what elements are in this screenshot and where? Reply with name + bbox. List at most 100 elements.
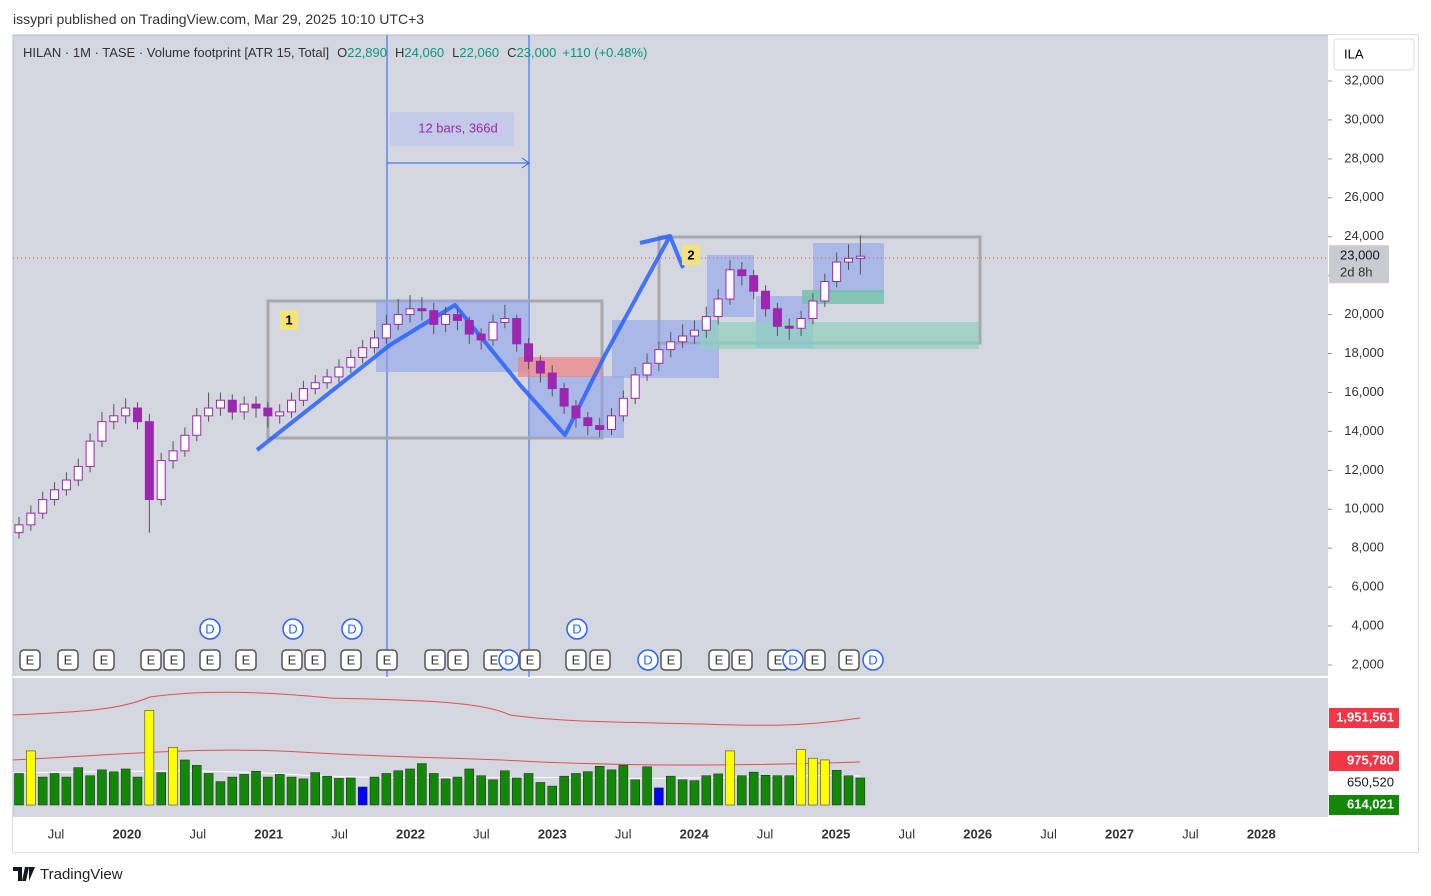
earnings-label: E bbox=[526, 652, 535, 667]
candle-body bbox=[429, 310, 439, 325]
time-tick-label: 2026 bbox=[963, 826, 992, 841]
currency-box[interactable] bbox=[1333, 38, 1415, 71]
legend-change: +110 (+0.48%) bbox=[562, 45, 647, 60]
earnings-marker bbox=[235, 649, 257, 671]
volume-bar bbox=[310, 772, 320, 806]
time-tick-label: 2027 bbox=[1105, 826, 1134, 841]
volume-bar bbox=[26, 750, 36, 806]
volume-bar bbox=[132, 776, 143, 806]
volume-bar bbox=[808, 757, 818, 806]
range-label-bg bbox=[390, 112, 514, 146]
volume-bar bbox=[511, 777, 522, 806]
candle-body bbox=[322, 376, 332, 384]
candle-body bbox=[583, 417, 593, 427]
volume-bar bbox=[571, 773, 581, 806]
legend-c_key: C bbox=[507, 45, 516, 60]
time-tick-label: 2021 bbox=[254, 826, 283, 841]
volume-bar bbox=[464, 768, 475, 806]
volume-bar bbox=[85, 775, 95, 806]
earnings-label: E bbox=[667, 652, 676, 667]
earnings-marker bbox=[304, 649, 326, 671]
candle-body bbox=[358, 347, 368, 358]
candle-body bbox=[334, 366, 344, 378]
candle-body bbox=[73, 465, 83, 481]
earnings-marker bbox=[660, 649, 682, 671]
legend-o_key: O bbox=[337, 45, 347, 60]
earnings-label: E bbox=[454, 652, 463, 667]
volume-bar bbox=[784, 775, 794, 806]
dividend-marker bbox=[199, 618, 221, 640]
volume-bar bbox=[239, 774, 249, 806]
time-tick-label: 2023 bbox=[538, 826, 567, 841]
volume-bar bbox=[831, 770, 842, 806]
last-price-tag bbox=[1329, 245, 1389, 284]
volume-bar bbox=[452, 776, 463, 806]
volume-bar bbox=[488, 779, 498, 806]
candle-body bbox=[607, 415, 616, 430]
candle-body bbox=[38, 499, 48, 514]
candle-body bbox=[512, 317, 522, 345]
volume-bar bbox=[274, 774, 285, 806]
price-tick-label: 4,000 bbox=[1351, 618, 1384, 633]
legend-c: 23,000 bbox=[517, 45, 557, 60]
candle-body bbox=[144, 421, 154, 501]
volume-bar bbox=[666, 775, 676, 806]
volume-bar bbox=[49, 773, 60, 806]
earnings-label: E bbox=[170, 652, 179, 667]
volume-bar bbox=[606, 769, 617, 806]
time-tick-label: 2020 bbox=[112, 826, 141, 841]
volume-bar bbox=[156, 772, 166, 806]
volume-bar bbox=[14, 773, 24, 806]
volume-bar bbox=[37, 776, 48, 806]
candle-body bbox=[227, 399, 237, 413]
candle-body bbox=[855, 255, 865, 259]
volume-bar bbox=[701, 775, 712, 806]
price-tick-label: 20,000 bbox=[1344, 306, 1384, 321]
candle-body bbox=[441, 314, 451, 325]
volume-bar bbox=[583, 771, 593, 806]
candle-body bbox=[571, 405, 581, 419]
volume-bar bbox=[144, 710, 155, 806]
volume-bar bbox=[476, 775, 486, 806]
candle-body bbox=[287, 399, 297, 413]
earnings-marker bbox=[199, 649, 221, 671]
volume-bar bbox=[393, 770, 403, 806]
earnings-label: E bbox=[431, 652, 440, 667]
volume-bar bbox=[334, 778, 344, 806]
candle-body bbox=[251, 403, 261, 409]
dividend-label: D bbox=[205, 621, 214, 636]
candle-body bbox=[275, 411, 285, 417]
volume-bar bbox=[346, 777, 356, 806]
volume-bar bbox=[97, 769, 107, 806]
candle-body bbox=[595, 425, 605, 430]
earnings-marker bbox=[565, 649, 587, 671]
time-tick-label: Jul bbox=[331, 826, 348, 841]
earnings-label: E bbox=[845, 652, 854, 667]
earnings-label: E bbox=[774, 652, 783, 667]
volume-band bbox=[12, 691, 861, 726]
candle-body bbox=[772, 308, 782, 327]
volume-bar bbox=[500, 770, 510, 806]
candle-body bbox=[832, 261, 842, 283]
path-arrow bbox=[255, 234, 685, 452]
volume-bar bbox=[429, 773, 439, 806]
candle-body bbox=[784, 325, 794, 329]
zone bbox=[700, 322, 979, 349]
volume-tag bbox=[1329, 795, 1399, 815]
candle-body bbox=[26, 512, 36, 526]
time-tick-label: Jul bbox=[1182, 826, 1199, 841]
price-tick-label: 14,000 bbox=[1344, 423, 1384, 438]
candle-body bbox=[713, 298, 723, 318]
time-tick-label: Jul bbox=[189, 826, 206, 841]
candle-body bbox=[488, 321, 498, 341]
candle-body bbox=[630, 374, 640, 399]
legend-h: 24,060 bbox=[404, 45, 444, 60]
candle-body bbox=[109, 415, 119, 423]
label-bg bbox=[280, 310, 298, 330]
time-tick-label: Jul bbox=[473, 826, 490, 841]
earnings-marker bbox=[376, 649, 398, 671]
dividend-label: D bbox=[788, 652, 797, 667]
earnings-marker bbox=[93, 649, 115, 671]
candle-body bbox=[618, 397, 628, 417]
